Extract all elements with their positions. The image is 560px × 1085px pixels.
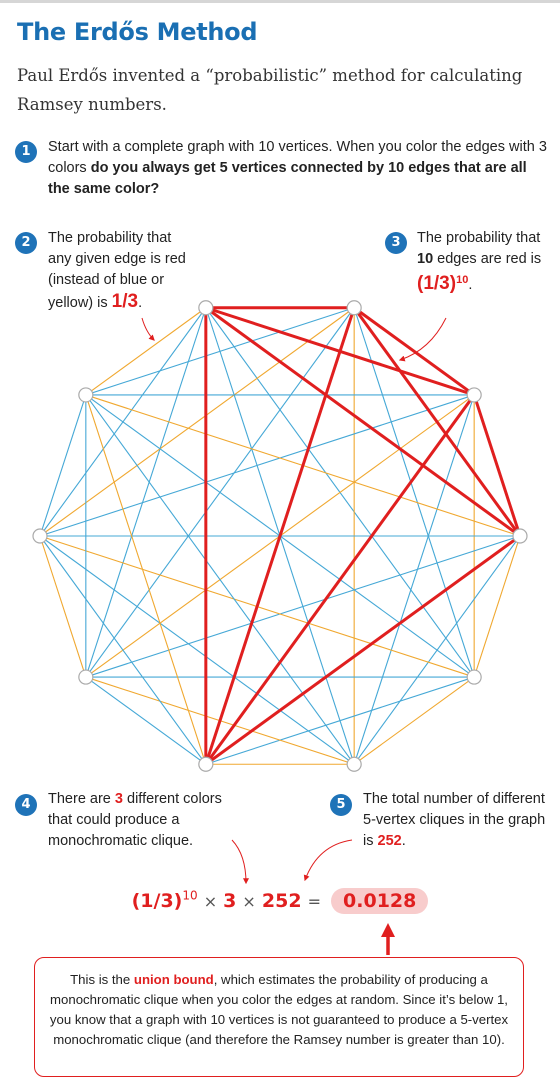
step-1-text: Start with a complete graph with 10 vert…: [48, 137, 548, 200]
formula-times-1: ×: [203, 892, 218, 911]
blue-edge: [85, 307, 207, 678]
step-5-text-a: The total number of different 5-vertex c…: [363, 791, 546, 849]
red-edge: [204, 307, 356, 765]
formula-colors: 3: [223, 890, 237, 912]
callout-arrow-step-2: [141, 317, 155, 341]
callout-arrow-step-3: [398, 317, 447, 362]
step-4-text-a: There are: [48, 791, 115, 807]
yellow-edge: [353, 676, 475, 765]
step-3-exponent: 10: [456, 274, 469, 286]
step-3-text-c: edges are red is: [433, 251, 542, 267]
step-2-text-a: The probability that any given edge is r…: [48, 230, 186, 311]
yellow-edge: [39, 535, 87, 678]
callout-arrow-step-5: [303, 839, 353, 882]
step-2-badge: 2: [15, 232, 37, 254]
formula-equals: =: [307, 892, 321, 911]
step-4-colors: 3: [114, 791, 123, 807]
step-3-base: (1/3): [417, 272, 457, 294]
blue-edge: [39, 535, 355, 765]
formula-result: 0.0128: [331, 888, 429, 914]
yellow-edge: [85, 394, 207, 765]
step-1-text-a: Start with a complete graph with 10 vert…: [48, 139, 547, 176]
red-edge: [472, 394, 522, 537]
step-2-text-c: .: [138, 295, 143, 311]
intro-text: Paul Erdős invented a “probabilistic” me…: [17, 66, 523, 114]
blue-edge: [39, 394, 87, 537]
union-bound-formula: (1/3)10 × 3 × 252 = 0.0128: [0, 888, 560, 914]
step-1-question: do you always get 5 vertices connected b…: [48, 160, 527, 197]
step-5-text: The total number of different 5-vertex c…: [363, 789, 553, 852]
formula-base: (1/3): [131, 890, 183, 912]
step-2-probability: 1/3: [111, 291, 139, 312]
step-3-text-d: .: [468, 276, 473, 293]
graph-vertex: [78, 669, 94, 685]
formula-exponent: 10: [182, 888, 198, 903]
graph-vertex: [78, 387, 94, 403]
graph-vertex: [466, 669, 482, 685]
page-title: The Erdős Method: [17, 18, 258, 46]
blue-edge: [353, 394, 475, 765]
step-3-text-a: The probability that: [417, 230, 541, 246]
callout-arrow-step-4: [231, 839, 249, 885]
graph-vertex: [512, 528, 528, 544]
step-5-text-c: .: [401, 833, 406, 849]
formula-cliques: 252: [261, 890, 302, 912]
blue-edge: [205, 676, 475, 765]
blue-edge: [85, 535, 521, 678]
blue-edge: [85, 394, 355, 765]
step-4-text: There are 3 different colors that could …: [48, 789, 223, 852]
red-edge: [204, 534, 521, 766]
graph-vertices: [32, 300, 528, 772]
blue-edge: [353, 307, 475, 678]
blue-edge: [85, 676, 207, 765]
box-union-bound: union bound: [133, 972, 214, 987]
red-edge: [204, 394, 476, 766]
blue-edge: [39, 535, 207, 765]
graph-vertex: [32, 528, 48, 544]
step-5-cliques: 252: [377, 833, 402, 849]
graph-vertex: [198, 756, 214, 772]
red-edge: [352, 306, 522, 537]
box-text-c: , which estimates the probability of pro…: [49, 972, 509, 1047]
step-4-badge: 4: [15, 794, 37, 816]
red-edge: [204, 306, 521, 538]
step-2-text: The probability that any given edge is r…: [48, 228, 198, 314]
graph-vertex: [198, 300, 214, 316]
graph-vertex: [346, 300, 362, 316]
yellow-edge: [473, 535, 521, 678]
top-rule: [0, 0, 560, 3]
step-3-text: The probability that 10 edges are red is…: [417, 228, 542, 296]
union-bound-explanation: This is the union bound, which estimates…: [34, 957, 524, 1077]
step-3-badge: 3: [385, 232, 407, 254]
graph-vertex: [466, 387, 482, 403]
graph-edges-red: [204, 306, 522, 766]
blue-edge: [85, 307, 355, 396]
blue-edge: [39, 394, 475, 537]
red-edge: [353, 306, 476, 397]
yellow-edge: [85, 307, 207, 396]
step-4-text-c: different colors that could produce a mo…: [48, 791, 222, 849]
yellow-edge: [39, 307, 355, 537]
formula-times-2: ×: [242, 892, 256, 911]
box-text-a: This is the: [70, 972, 134, 987]
step-5-badge: 5: [330, 794, 352, 816]
step-1-badge: 1: [15, 141, 37, 163]
graph-vertex: [346, 756, 362, 772]
step-3-count: 10: [417, 251, 434, 267]
